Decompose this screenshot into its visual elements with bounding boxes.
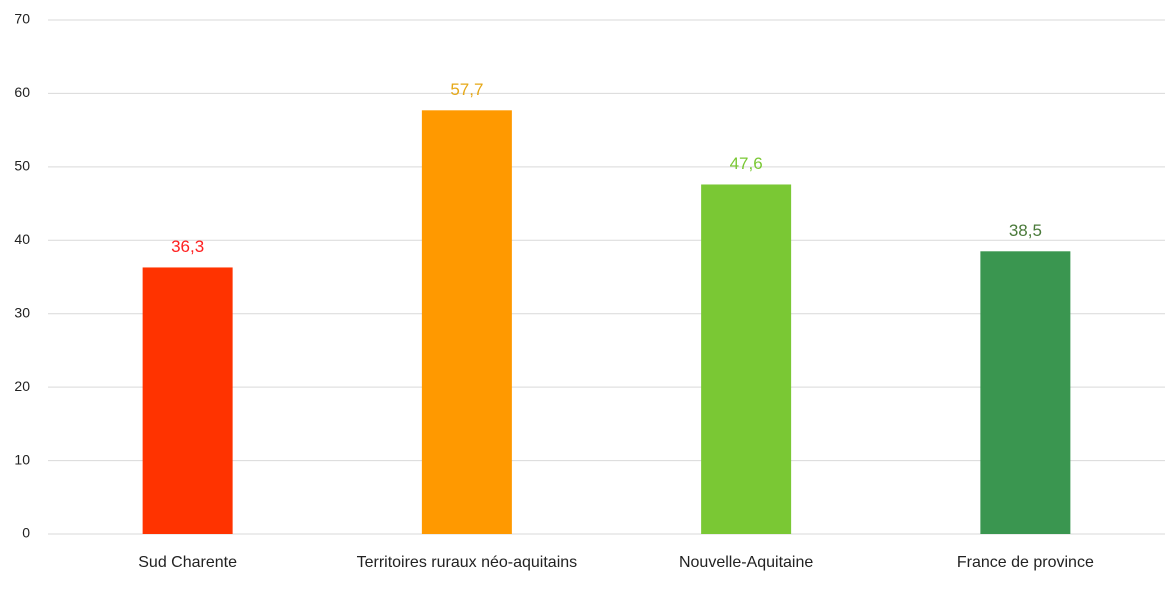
bar: [980, 251, 1071, 535]
bar: [142, 267, 233, 534]
x-tick-label: Sud Charente: [138, 554, 237, 571]
y-tick-label: 30: [14, 304, 30, 320]
x-tick-label: Territoires ruraux néo-aquitains: [356, 554, 578, 571]
bar: [701, 184, 792, 535]
y-tick-label: 70: [14, 11, 30, 27]
bar: [421, 110, 512, 535]
value-label: 36,3: [171, 237, 204, 256]
y-tick-label: 20: [14, 378, 30, 394]
value-label: 47,6: [730, 154, 763, 173]
value-label: 57,7: [450, 80, 483, 99]
y-tick-label: 40: [14, 231, 30, 247]
x-tick-label: Nouvelle-Aquitaine: [678, 554, 814, 571]
x-tick-label: France de province: [956, 554, 1094, 571]
y-tick-label: 60: [14, 84, 30, 100]
y-tick-label: 10: [14, 451, 30, 467]
value-label: 38,5: [1009, 221, 1042, 240]
y-tick-label: 50: [14, 158, 30, 174]
y-tick-label: 0: [22, 525, 30, 541]
